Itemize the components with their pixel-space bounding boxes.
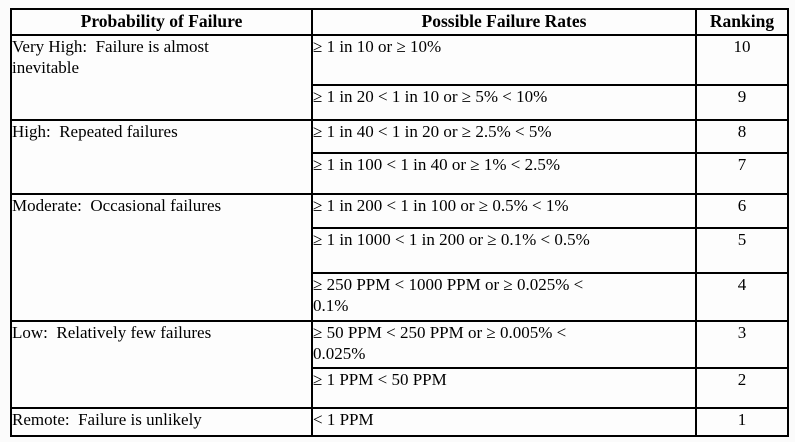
column-header-possible-failure-rates: Possible Failure Rates <box>311 8 697 36</box>
ranking-cell: 3 <box>695 320 789 369</box>
probability-cell: High: Repeated failures <box>10 119 313 195</box>
probability-of-failure-table: Probability of Failure Possible Failure … <box>10 8 789 437</box>
table-body: Very High: Failure is almost inevitable ≥… <box>10 34 789 437</box>
table-row: Very High: Failure is almost inevitable ≥… <box>10 34 789 121</box>
failure-rate-cell: ≥ 1 in 20 < 1 in 10 or ≥ 5% < 10% <box>311 84 697 121</box>
table-row: ≥ 1 PPM < 50 PPM 2 <box>11 367 789 409</box>
table-row: Moderate: Occasional failures ≥ 1 in 200 … <box>10 193 789 322</box>
failure-rate-cell: < 1 PPM <box>311 407 697 437</box>
ranking-cell: 8 <box>695 119 789 154</box>
ranking-cell: 2 <box>695 367 789 409</box>
table-row: ≥ 250 PPM < 1000 PPM or ≥ 0.025% < 0.1% 4 <box>11 272 789 322</box>
failure-rate-cell: ≥ 1 in 200 < 1 in 100 or ≥ 0.5% < 1% <box>311 193 697 229</box>
table-row: ≥ 1 in 1000 < 1 in 200 or ≥ 0.1% < 0.5% 5 <box>11 227 789 274</box>
table-row: Low: Relatively few failures ≥ 50 PPM < 2… <box>10 320 789 409</box>
ranking-cell: 7 <box>695 152 789 195</box>
column-header-probability-of-failure: Probability of Failure <box>10 8 313 36</box>
probability-cell: Low: Relatively few failures <box>10 320 313 409</box>
ranking-cell: 1 <box>695 407 789 437</box>
failure-rate-cell: ≥ 1 in 40 < 1 in 20 or ≥ 2.5% < 5% <box>311 119 697 154</box>
table-row: Remote: Failure is unlikely < 1 PPM 1 <box>10 407 789 437</box>
header-row: Probability of Failure Possible Failure … <box>10 8 789 36</box>
failure-rate-cell: ≥ 50 PPM < 250 PPM or ≥ 0.005% < 0.025% <box>311 320 697 369</box>
table-row: High: Repeated failures ≥ 1 in 40 < 1 in … <box>10 119 789 195</box>
failure-rate-cell: ≥ 1 in 1000 < 1 in 200 or ≥ 0.1% < 0.5% <box>311 227 697 274</box>
failure-rate-cell: ≥ 250 PPM < 1000 PPM or ≥ 0.025% < 0.1% <box>311 272 697 322</box>
failure-rate-cell: ≥ 1 in 10 or ≥ 10% <box>311 34 697 86</box>
ranking-cell: 4 <box>695 272 789 322</box>
column-header-ranking: Ranking <box>695 8 789 36</box>
failure-rate-cell: ≥ 1 PPM < 50 PPM <box>311 367 697 409</box>
probability-cell: Very High: Failure is almost inevitable <box>10 34 313 121</box>
probability-cell: Remote: Failure is unlikely <box>10 407 313 437</box>
ranking-cell: 5 <box>695 227 789 274</box>
probability-cell: Moderate: Occasional failures <box>10 193 313 322</box>
ranking-cell: 10 <box>695 34 789 86</box>
ranking-cell: 9 <box>695 84 789 121</box>
failure-rate-cell: ≥ 1 in 100 < 1 in 40 or ≥ 1% < 2.5% <box>311 152 697 195</box>
table-row: ≥ 1 in 100 < 1 in 40 or ≥ 1% < 2.5% 7 <box>11 152 789 195</box>
table-row: ≥ 1 in 20 < 1 in 10 or ≥ 5% < 10% 9 <box>11 84 789 121</box>
ranking-cell: 6 <box>695 193 789 229</box>
